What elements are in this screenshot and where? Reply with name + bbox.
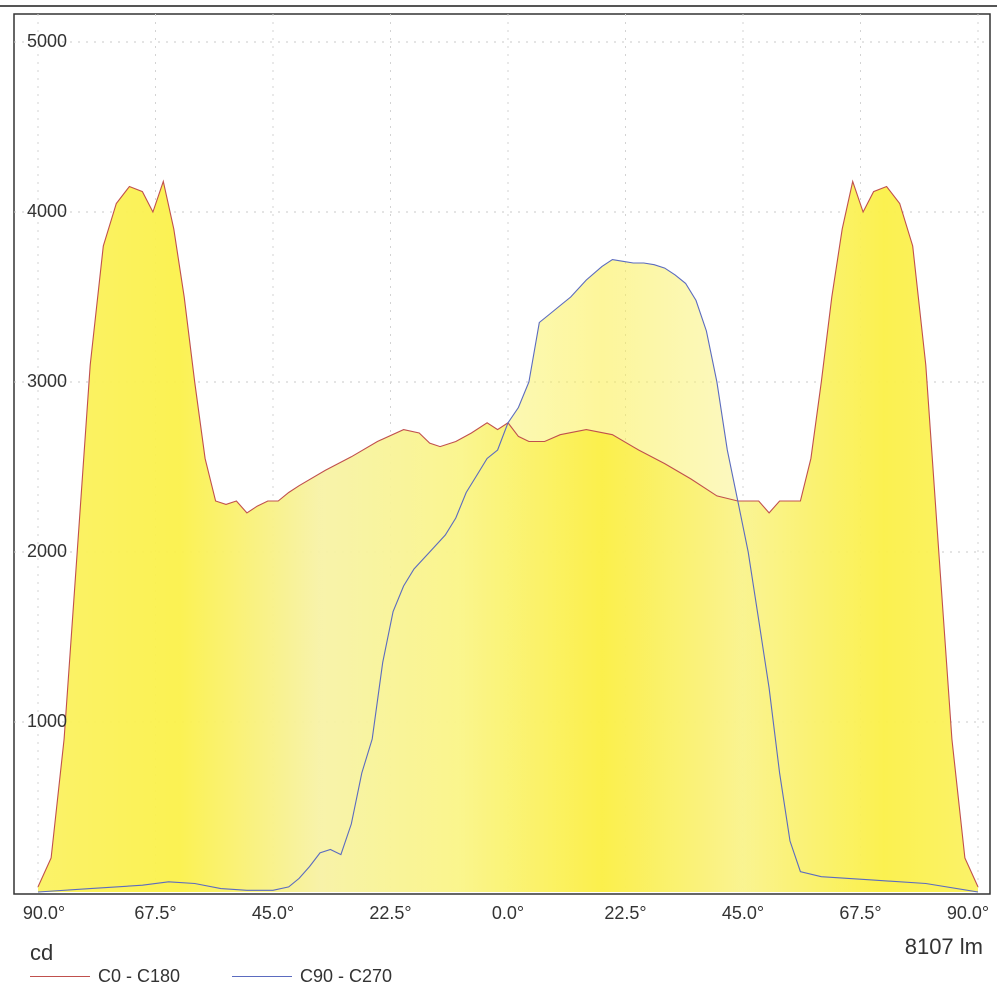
- series-area-1: [38, 259, 978, 893]
- y-tick-label: 5000: [27, 31, 68, 51]
- x-tick-label: 22.5°: [369, 903, 412, 923]
- legend-item-c90-c270: C90 - C270: [232, 966, 392, 987]
- series-line-1: [37, 259, 979, 893]
- legend-item-c0-c180: C0 - C180: [30, 966, 180, 987]
- x-tick-label: 67.5°: [839, 903, 882, 923]
- x-tick-label: 90.0°: [22, 903, 66, 923]
- x-tick-label: 90.0°: [946, 903, 990, 923]
- legend-swatch-c90-c270: [232, 976, 292, 977]
- y-tick-label: 2000: [27, 541, 68, 561]
- top-rule: [0, 5, 997, 7]
- plot-border: [13, 13, 991, 895]
- legend-swatch-c0-c180: [30, 976, 90, 977]
- x-tick-label: 45.0°: [251, 903, 295, 923]
- legend-label-c90-c270: C90 - C270: [300, 966, 393, 986]
- series-lines: [37, 179, 979, 893]
- y-axis-unit: cd: [30, 940, 54, 965]
- series-areas: [38, 181, 978, 893]
- y-tick-label: 3000: [27, 371, 68, 391]
- y-tick-label: 1000: [27, 711, 68, 731]
- x-tick-label: 45.0°: [721, 903, 765, 923]
- y-tick-label: 4000: [27, 201, 68, 221]
- x-tick-label: 67.5°: [134, 903, 177, 923]
- series-line-0: [37, 179, 979, 888]
- x-tick-label: 0.0°: [491, 903, 525, 923]
- x-tick-label: 22.5°: [604, 903, 647, 923]
- luminous-flux-label: 8107 lm: [904, 934, 983, 959]
- legend-label-c0-c180: C0 - C180: [98, 966, 181, 986]
